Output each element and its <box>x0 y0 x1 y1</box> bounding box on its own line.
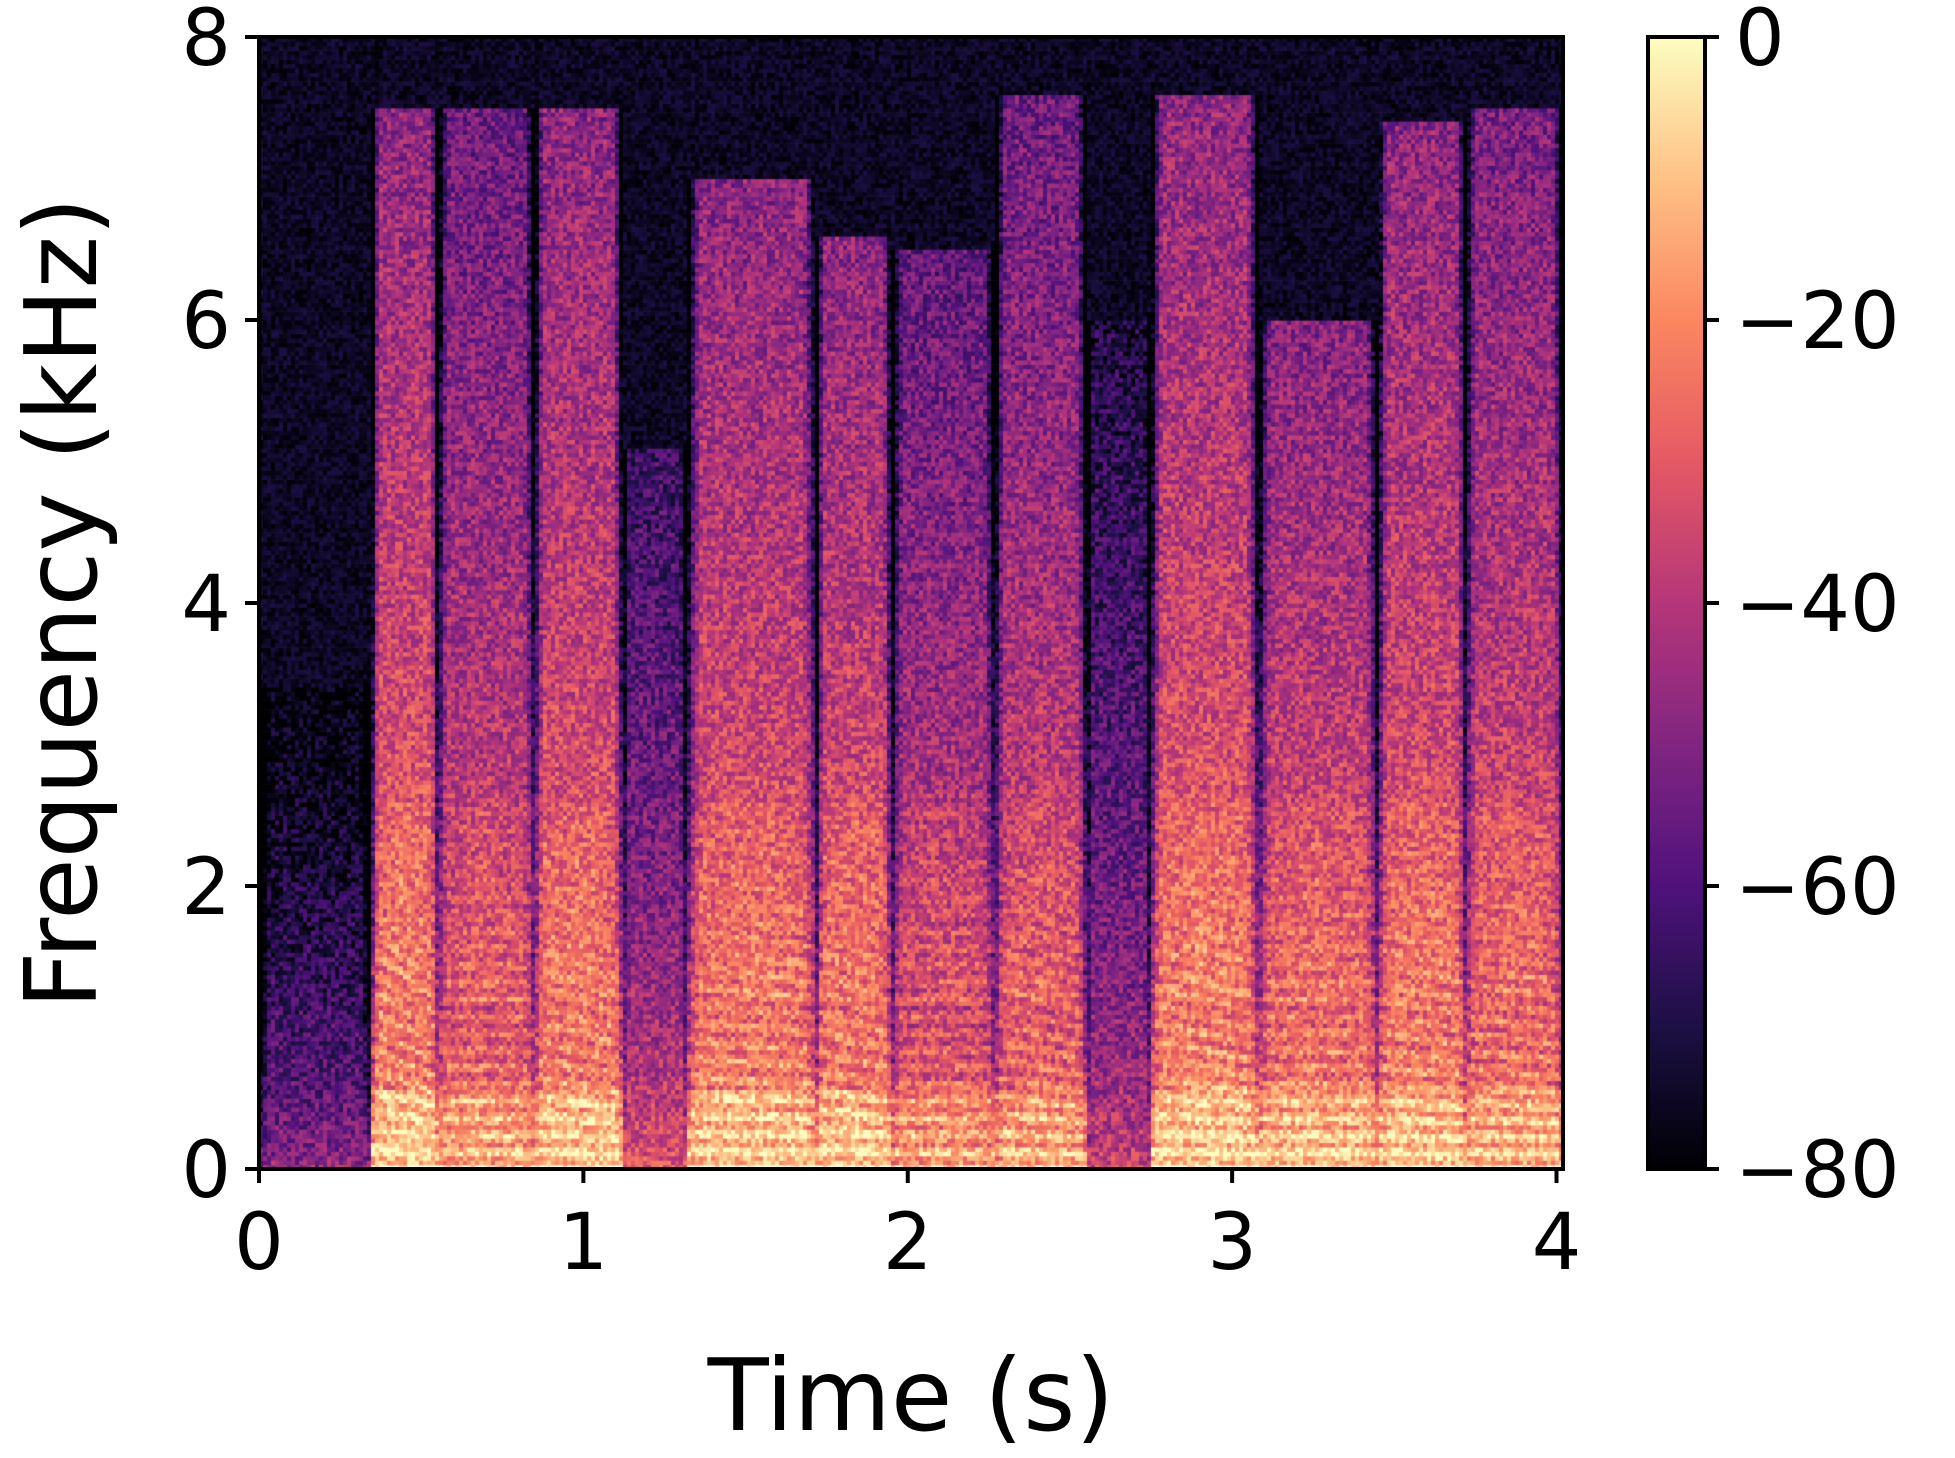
colorbar-tick-label: −60 <box>1735 843 1900 933</box>
colorbar-ticks: 0 −20 −40 −60 −80 <box>1705 0 1900 1216</box>
colorbar-tick-label: −40 <box>1735 560 1900 650</box>
x-axis: 0 1 2 3 4 <box>234 1169 1581 1288</box>
x-axis-label: Time (s) <box>707 1337 1115 1454</box>
x-tick-label: 0 <box>234 1198 284 1288</box>
colorbar-tick-label: −20 <box>1735 277 1900 367</box>
colorbar-gradient <box>1646 35 1707 1171</box>
x-tick-label: 3 <box>1207 1198 1257 1288</box>
y-axis: 0 2 4 6 8 <box>181 0 259 1216</box>
y-tick-label: 0 <box>181 1126 231 1216</box>
spectrogram-cells <box>259 37 1563 1169</box>
colorbar-tick-label: −80 <box>1735 1126 1900 1216</box>
x-tick-label: 4 <box>1532 1198 1582 1288</box>
y-tick-label: 8 <box>181 0 231 84</box>
spectrogram-heatmap <box>259 37 1563 1169</box>
x-tick-label: 2 <box>883 1198 933 1288</box>
colorbar: 0 −20 −40 −60 −80 <box>1646 0 1900 1216</box>
x-tick-label: 1 <box>559 1198 609 1288</box>
y-tick-label: 6 <box>181 277 231 367</box>
y-tick-label: 2 <box>181 843 231 933</box>
y-tick-label: 4 <box>181 560 231 650</box>
y-axis-label: Frequency (kHz) <box>3 197 120 1009</box>
colorbar-tick-label: 0 <box>1735 0 1785 84</box>
